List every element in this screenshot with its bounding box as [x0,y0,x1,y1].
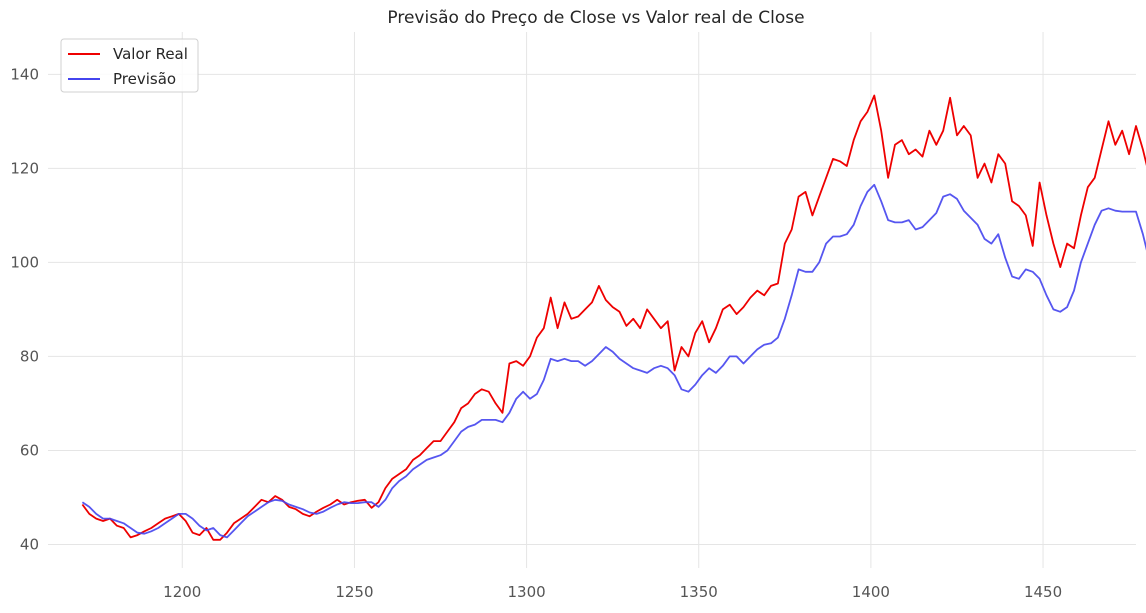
legend-label: Valor Real [113,45,188,63]
x-axis-ticks: 1200 1250 1300 1350 1400 1450 [163,583,1062,601]
x-tick-label: 1300 [507,583,545,601]
x-tick-label: 1350 [680,583,718,601]
y-tick-label: 100 [10,253,39,271]
y-axis-ticks: 40 60 80 100 120 140 [10,65,39,553]
x-tick-label: 1250 [335,583,373,601]
x-tick-label: 1400 [852,583,890,601]
grid-lines [48,32,1136,568]
x-tick-label: 1200 [163,583,201,601]
chart-title: Previsão do Preço de Close vs Valor real… [387,8,804,28]
y-tick-label: 40 [20,535,39,553]
series-line-2 [81,183,1146,539]
x-tick-label: 1450 [1024,583,1062,601]
legend: Valor Real Previsão [60,38,199,93]
series-line-1 [81,94,1146,541]
series-lines [81,94,1146,541]
y-tick-label: 120 [10,159,39,177]
y-tick-label: 60 [20,441,39,459]
legend-label: Previsão [113,70,176,88]
y-tick-label: 140 [10,65,39,83]
y-tick-label: 80 [20,347,39,365]
